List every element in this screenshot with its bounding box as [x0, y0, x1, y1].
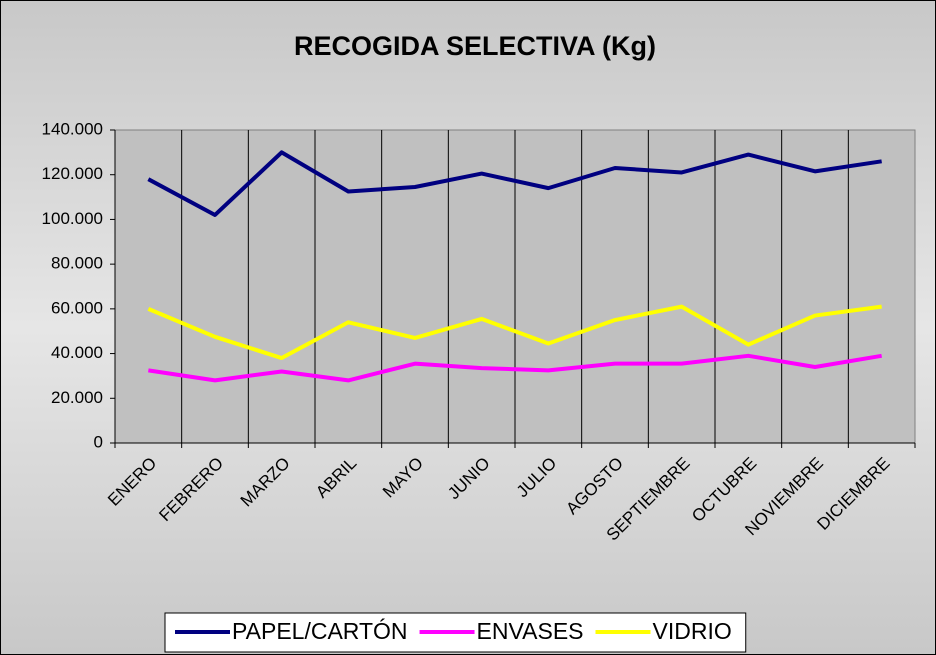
y-tick-label: 40.000 [51, 343, 103, 362]
legend-label: PAPEL/CARTÓN [232, 618, 408, 644]
series-line [148, 353, 882, 383]
legend-label: VIDRIO [653, 618, 732, 644]
series-line [147, 150, 882, 217]
y-tick-label: 140.000 [42, 119, 103, 138]
y-tick-label: 0 [94, 432, 103, 451]
series-line [147, 304, 882, 361]
y-tick-label: 120.000 [42, 164, 103, 183]
y-tick-label: 80.000 [51, 254, 103, 273]
legend-label: ENVASES [477, 618, 584, 644]
chart-title: RECOGIDA SELECTIVA (Kg) [294, 31, 656, 61]
y-tick-label: 100.000 [42, 209, 103, 228]
y-tick-label: 60.000 [51, 298, 103, 317]
y-tick-label: 20.000 [51, 388, 103, 407]
